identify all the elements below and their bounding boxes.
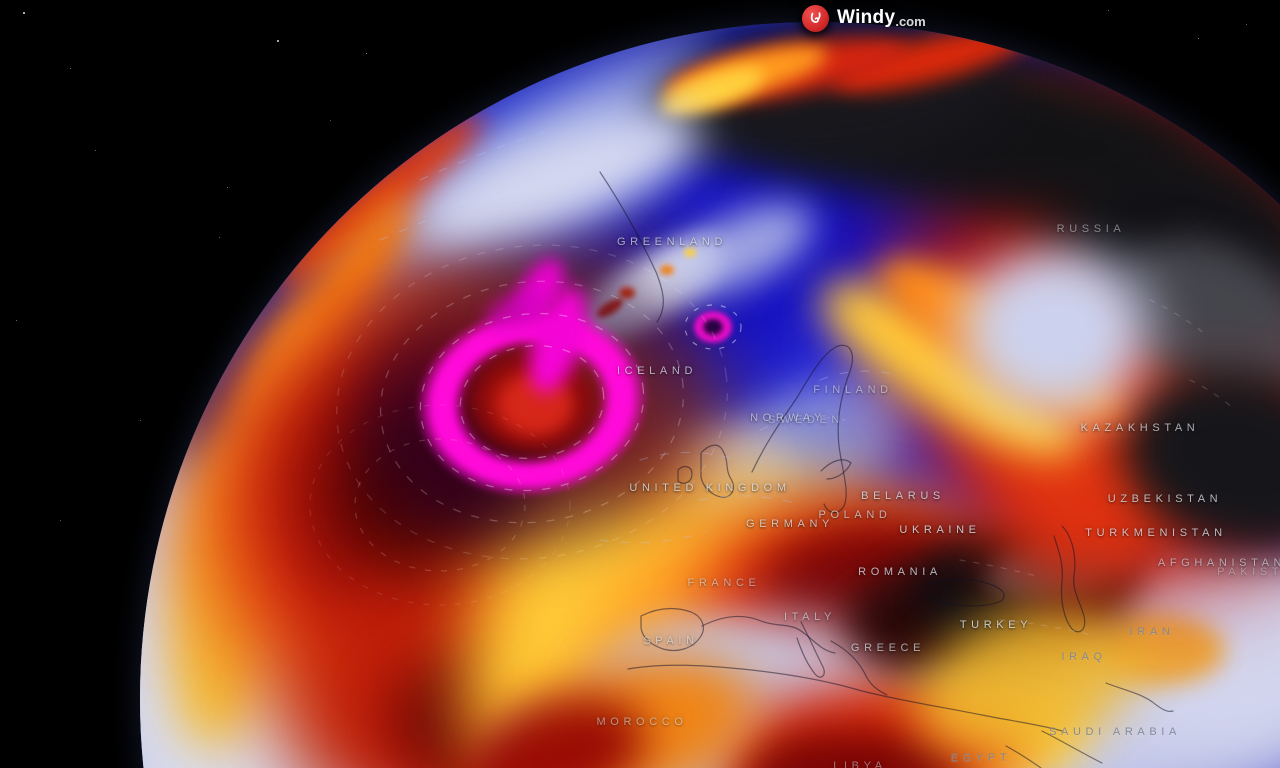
map-label-pakistan: PAKISTAN	[1217, 566, 1280, 578]
star	[16, 320, 17, 321]
map-label-turkey: TURKEY	[959, 619, 1033, 631]
star	[60, 520, 61, 521]
star	[219, 237, 220, 238]
star	[1246, 24, 1247, 25]
star	[330, 120, 331, 121]
map-label-kazakhstan: KAZAKHSTAN	[1080, 422, 1200, 434]
map-label-iran: IRAN	[1129, 626, 1175, 638]
map-label-ukraine: UKRAINE	[899, 524, 981, 536]
star	[1108, 10, 1109, 11]
map-label-iceland: ICELAND	[616, 365, 698, 377]
brand-suffix: .com	[895, 14, 926, 29]
map-label-turkmenistan: TURKMENISTAN	[1085, 527, 1227, 539]
map-label-italy: ITALY	[783, 611, 837, 623]
windy-swirl-icon	[802, 4, 829, 32]
map-label-romania: ROMANIA	[858, 566, 942, 578]
star	[95, 150, 96, 151]
star	[23, 12, 25, 14]
map-label-norway: NORWAY	[750, 412, 826, 424]
secondary-vortex	[690, 308, 736, 346]
map-label-united-kingdom: UNITED KINGDOM	[629, 482, 791, 494]
star	[366, 53, 367, 54]
brand-name: Windy	[837, 7, 896, 28]
star	[277, 40, 279, 42]
star	[70, 68, 71, 69]
windy-logo[interactable]: Windy .com	[802, 3, 926, 33]
earth-globe[interactable]	[140, 22, 1280, 768]
star	[140, 420, 141, 421]
map-label-greenland: GREENLAND	[616, 236, 728, 248]
map-label-libya: LIBYA	[833, 760, 887, 768]
pale-patch-volga	[960, 245, 1150, 415]
hot-spot-dot	[684, 248, 696, 257]
map-label-uzbekistan: UZBEKISTAN	[1107, 493, 1223, 505]
map-label-sweden: SWEDEN	[767, 414, 845, 426]
map-label-egypt: EGYPT	[950, 752, 1012, 764]
map-label-greece: GREECE	[850, 642, 926, 654]
map-label-saudi-arabia: SAUDI ARABIA	[1049, 726, 1181, 738]
map-label-spain: SPAIN	[643, 635, 699, 647]
map-label-poland: POLAND	[818, 509, 892, 521]
map-label-morocco: MOROCCO	[596, 716, 688, 728]
hot-spot-dot	[660, 265, 674, 275]
map-label-afghanistan: AFGHANISTAN	[1157, 557, 1280, 569]
map-label-belarus: BELARUS	[861, 490, 945, 502]
map-label-germany: GERMANY	[746, 518, 834, 530]
map-label-russia: RUSSIA	[1056, 223, 1126, 235]
star	[1198, 38, 1199, 39]
map-label-france: FRANCE	[687, 577, 761, 589]
map-label-finland: FINLAND	[813, 384, 893, 396]
map-label-iraq: IRAQ	[1061, 651, 1107, 663]
star	[227, 187, 228, 188]
